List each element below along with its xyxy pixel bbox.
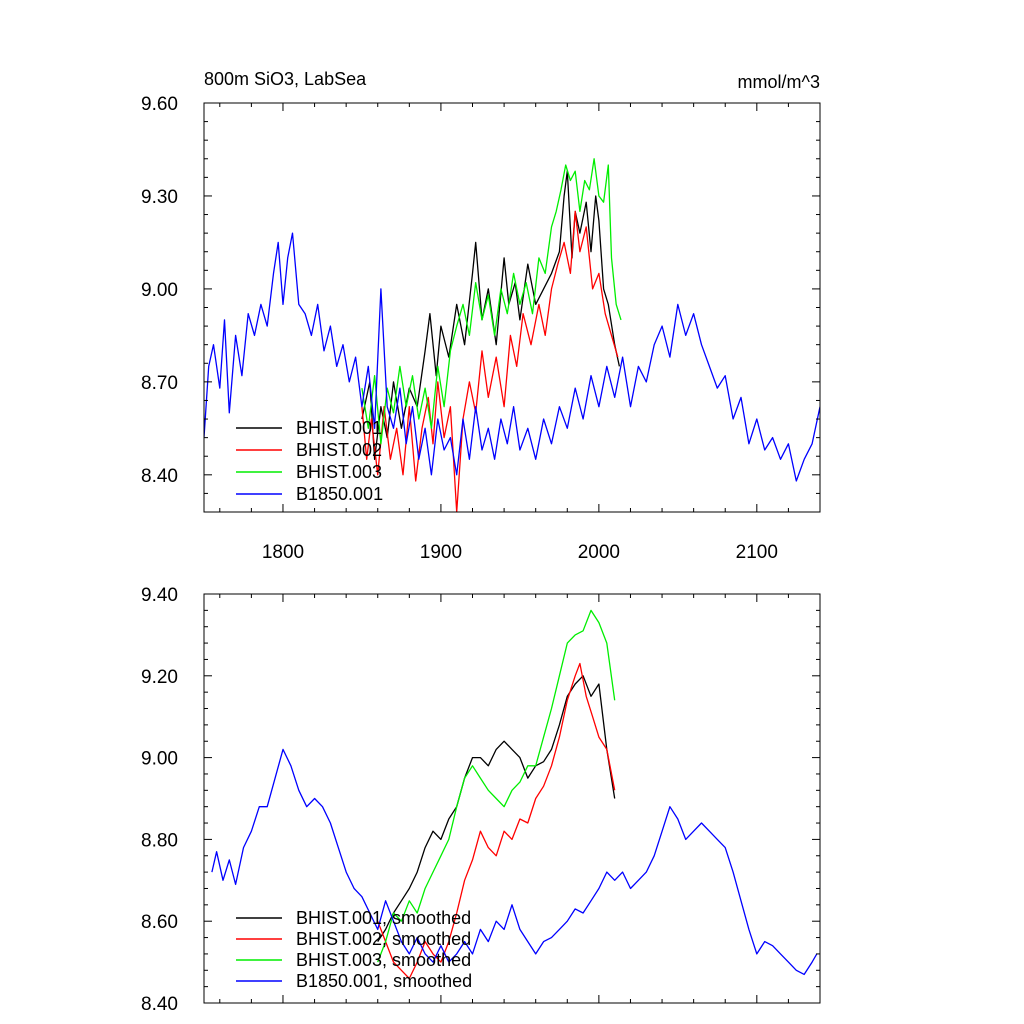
- legend-label: BHIST.003, smoothed: [296, 950, 471, 970]
- y-tick-label: 9.00: [141, 280, 178, 301]
- chart-title: 800m SiO3, LabSea: [204, 69, 367, 89]
- y-tick-label: 8.40: [141, 466, 178, 487]
- series-line-bhist-001: [361, 170, 621, 460]
- legend-label: BHIST.001, smoothed: [296, 908, 471, 928]
- x-tick-label: 2000: [578, 542, 620, 563]
- top-axes-layer: 8.40 8.70 9.00 9.30 9.60 1800 1900 2000 2100: [141, 94, 821, 563]
- top-series-layer: [204, 158, 820, 512]
- legend-label: BHIST.002: [296, 440, 382, 460]
- plot-frame: [203, 593, 821, 1004]
- bottom-panel: 8.40 8.60 8.80 9.00 9.20 9.40 BHIST.001, smoo…: [141, 585, 821, 1015]
- y-tick-label: 8.40: [141, 994, 178, 1015]
- series-line-b1850-001: [204, 232, 820, 482]
- y-tick-label: 8.70: [141, 373, 178, 394]
- y-tick-label: 9.60: [141, 94, 178, 115]
- top-panel: 800m SiO3, LabSea mmol/m^3 8.40 8.70 9.00 9…: [141, 69, 821, 563]
- bottom-series-layer: [211, 609, 818, 980]
- legend-label: B1850.001, smoothed: [296, 971, 472, 991]
- y-tick-label: 9.20: [141, 667, 178, 688]
- x-tick-label: 1800: [262, 542, 304, 563]
- series-line-bhist-003: [377, 609, 616, 963]
- units-label: mmol/m^3: [738, 72, 820, 92]
- legend-label: BHIST.002, smoothed: [296, 929, 471, 949]
- series-line-b1850-001: [211, 748, 818, 976]
- legend-label: BHIST.001: [296, 418, 382, 438]
- series-line-bhist-001: [377, 675, 616, 942]
- y-tick-label: 8.80: [141, 830, 178, 851]
- x-tick-label: 1900: [420, 542, 462, 563]
- series-line-bhist-002: [377, 662, 616, 980]
- series-line-bhist-002: [361, 210, 619, 512]
- series-line-bhist-003: [361, 158, 622, 445]
- legend-label: B1850.001: [296, 484, 383, 504]
- legend-label: BHIST.003: [296, 462, 382, 482]
- x-tick-label: 2100: [736, 542, 778, 563]
- y-tick-label: 9.30: [141, 187, 178, 208]
- bottom-axes-layer: 8.40 8.60 8.80 9.00 9.20 9.40: [141, 585, 821, 1015]
- y-tick-label: 9.00: [141, 749, 178, 770]
- y-tick-label: 9.40: [141, 585, 178, 606]
- y-tick-label: 8.60: [141, 912, 178, 933]
